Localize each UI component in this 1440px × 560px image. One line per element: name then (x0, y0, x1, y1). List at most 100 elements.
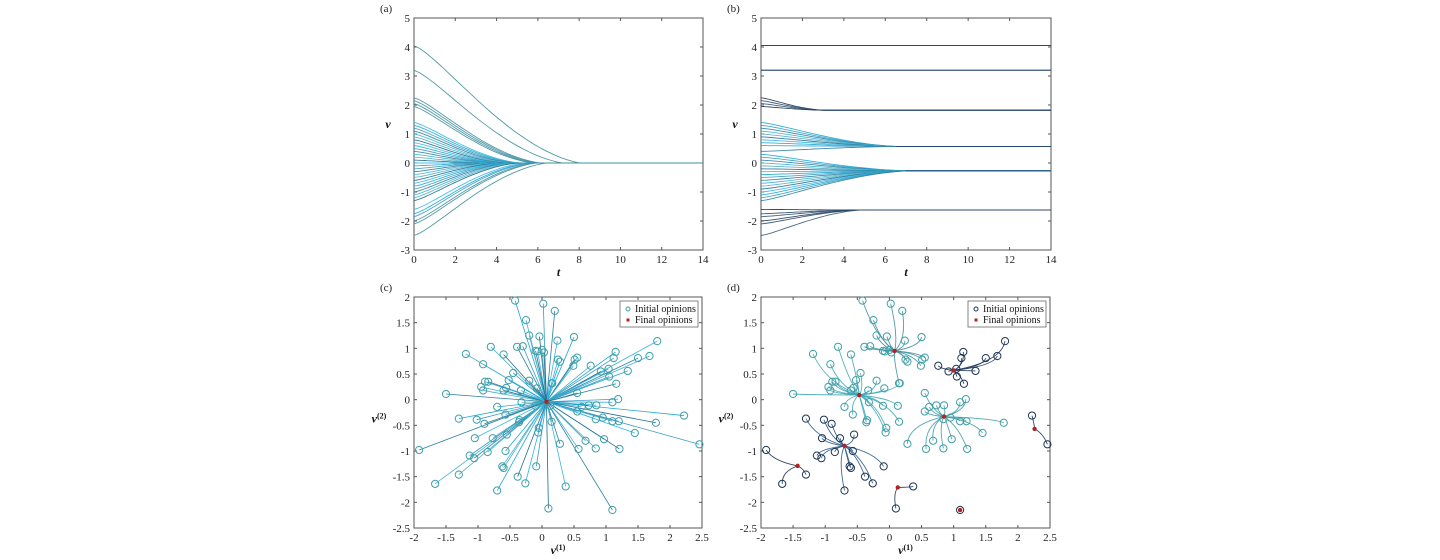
x-tick-label: 6 (883, 254, 889, 266)
legend-initial-label: Initial opinions (983, 304, 1044, 315)
trajectory-line (474, 401, 547, 439)
initial-opinion-point (846, 386, 856, 395)
initial-opinion-point (472, 415, 481, 424)
trajectory-line (546, 401, 549, 509)
initial-opinion-point (895, 379, 904, 388)
initial-opinion-point (539, 348, 549, 357)
trajectory-line (483, 390, 547, 403)
initial-opinion-point (848, 446, 857, 456)
x-tick-label: 12 (1004, 254, 1015, 266)
trajectory-line (517, 401, 547, 477)
trajectory-line (852, 394, 860, 415)
initial-opinion-point (880, 384, 889, 393)
initial-opinion-point (479, 386, 488, 395)
initial-opinion-point (499, 386, 508, 395)
trajectory-line (546, 357, 639, 403)
trajectory-line (844, 394, 860, 407)
trajectory-line (505, 401, 547, 452)
plot-frame (760, 296, 1051, 529)
initial-opinion-point (944, 367, 953, 376)
x-tick-label: -1 (821, 532, 830, 544)
initial-opinion-point (971, 366, 980, 376)
trajectory-line (503, 390, 547, 403)
trajectory-line (543, 352, 547, 402)
initial-opinion-point (831, 377, 840, 386)
initial-opinion-point (504, 376, 513, 385)
initial-opinion-point (962, 417, 971, 426)
y-tick-label: 0 (405, 395, 411, 407)
trajectory-line (760, 209, 1051, 236)
x-tick-label: -0.5 (849, 532, 867, 544)
trajectory-line (781, 465, 798, 484)
y-tick-label: 4 (752, 42, 758, 54)
initial-opinion-point (596, 367, 605, 376)
y-tick-label: 3 (752, 71, 758, 83)
legend-initial-marker (625, 306, 631, 312)
x-tick-label: 2 (800, 254, 806, 266)
final-opinion-point (951, 368, 956, 373)
x-axis-label: t (557, 265, 561, 279)
x-tick-label: 2.5 (695, 532, 709, 544)
initial-opinion-point (920, 353, 929, 362)
y-tick-label: -1.5 (740, 472, 758, 484)
initial-opinion-point (499, 463, 508, 473)
x-tick-label: 1 (603, 532, 609, 544)
initial-opinion-point (599, 435, 609, 444)
y-tick-label: -2 (748, 216, 757, 228)
panel-c: (c)-2 -1.5 -1 -0.5 0 0.5 1 1.5 2 2.5-2.5-2-1.5-1-… (372, 282, 710, 557)
trajectory-line (458, 401, 547, 475)
trajectory-line (413, 121, 703, 164)
x-tick-label: 0 (758, 254, 764, 266)
y-tick-label: -1 (401, 446, 410, 458)
trajectory-line (820, 445, 845, 459)
initial-opinion-point (611, 347, 620, 357)
y-axis-label: v(2) (719, 411, 734, 426)
initial-opinion-point (525, 331, 534, 340)
x-axis-label: v(1) (551, 543, 566, 558)
initial-opinion-point (886, 299, 895, 308)
initial-opinion-point (441, 389, 451, 399)
initial-opinion-point (866, 342, 875, 351)
initial-opinion-point (553, 355, 563, 364)
initial-opinion-point (630, 428, 639, 438)
panel-label: (a) (380, 3, 393, 15)
initial-opinion-point (881, 428, 890, 437)
initial-opinion-point (801, 414, 811, 423)
initial-opinion-point (608, 505, 617, 515)
y-tick-label: -2 (401, 497, 410, 509)
initial-opinion-point (608, 417, 617, 426)
trajectory-line (524, 401, 547, 484)
y-tick-label: -1 (401, 187, 410, 199)
trajectory-line (876, 335, 895, 352)
trajectory-line (546, 401, 596, 420)
y-tick-label: -1 (748, 187, 757, 199)
initial-opinion-point (955, 417, 965, 426)
initial-opinion-point (534, 423, 543, 432)
initial-opinion-point (531, 401, 540, 410)
initial-opinion-point (539, 299, 548, 308)
x-tick-label: -1.5 (437, 532, 455, 544)
initial-opinion-point (817, 434, 827, 443)
initial-opinion-point (502, 383, 511, 392)
trajectory-line (546, 365, 574, 402)
trajectory-line (418, 401, 547, 451)
trajectory-line (546, 351, 616, 403)
initial-opinion-point (833, 342, 843, 351)
initial-opinion-point (548, 379, 557, 388)
trajectory-line (546, 401, 656, 424)
initial-opinion-point (573, 407, 582, 416)
initial-opinion-point (509, 368, 518, 378)
y-tick-label: -2 (748, 497, 757, 509)
initial-opinion-point (868, 479, 877, 488)
initial-opinion-point (817, 454, 826, 463)
initial-opinion-point (591, 415, 600, 424)
initial-opinion-point (555, 439, 565, 448)
trajectory-line (837, 346, 860, 396)
y-tick-label: 0 (752, 395, 758, 407)
trajectory-line (413, 100, 703, 164)
initial-opinion-point (480, 419, 489, 428)
initial-opinion-point (479, 360, 488, 369)
x-tick-label: 8 (576, 254, 582, 266)
initial-opinion-point (920, 388, 929, 398)
